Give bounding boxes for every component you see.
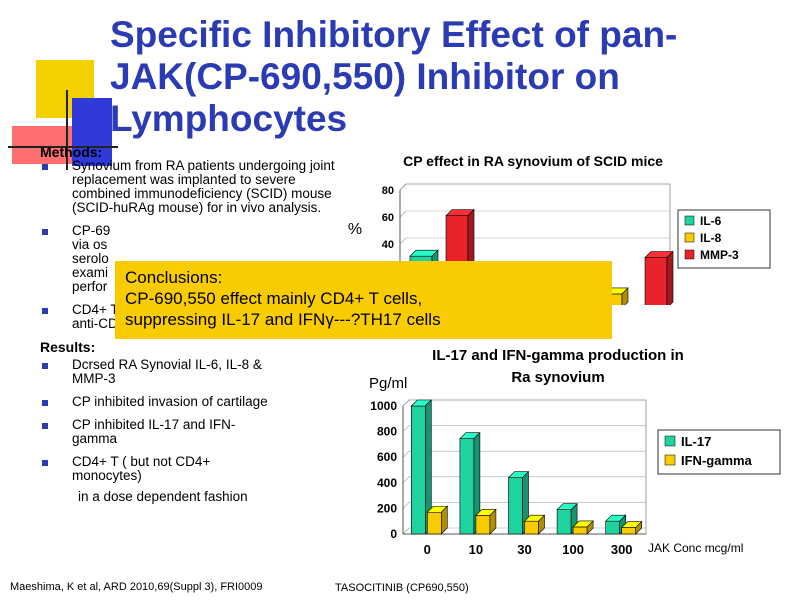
y-tick-label: 200 — [377, 501, 397, 515]
bar — [475, 515, 491, 535]
bar — [508, 477, 523, 535]
list-item: CP inhibited IL-17 and IFN-gamma — [40, 418, 280, 446]
chart-il17-ifn: IL-17 and IFN-gamma production in Ra syn… — [369, 347, 781, 557]
gridline — [399, 183, 407, 191]
decor-vertical-line — [66, 90, 68, 170]
x-axis-label: JAK Conc mcg/ml — [648, 541, 743, 555]
legend-swatch — [684, 215, 695, 226]
legend-swatch — [684, 232, 695, 243]
x-tick-label: 30 — [517, 542, 531, 557]
gridline — [399, 210, 407, 218]
legend: IL-17 IFN-gamma — [657, 429, 781, 475]
conclusions-line-1: CP-690,550 effect mainly CD4+ T cells, — [125, 289, 423, 308]
gridline — [402, 399, 410, 407]
list-item: CP-69 via os serolo exami perfor — [40, 224, 120, 294]
conclusions-line-2: suppressing IL-17 and IFNγ---?TH17 cells — [125, 310, 441, 329]
bar-side — [538, 514, 545, 535]
plot-area: 0 200 400 600 800 1000 0 10 30 100 300 — [370, 399, 647, 557]
y-tick-label: 80 — [382, 185, 394, 197]
drug-name: TASOCITINIB (CP690,550) — [335, 582, 469, 594]
y-tick-label: 400 — [377, 476, 397, 490]
gridline — [399, 237, 407, 245]
bar-side — [635, 520, 643, 535]
y-tick-label: 0 — [390, 527, 397, 541]
bar — [556, 509, 572, 535]
x-tick-label: 0 — [424, 542, 431, 557]
bar — [644, 257, 668, 305]
x-tick-label: 10 — [469, 542, 483, 557]
y-tick-label: 800 — [377, 425, 397, 439]
list-item: Synovium from RA patients undergoing joi… — [40, 159, 340, 215]
bar-side — [621, 287, 629, 305]
bar — [524, 520, 539, 535]
legend: IL-6 IL-8 MMP-3 — [677, 209, 771, 269]
results-heading: Results: — [40, 339, 96, 355]
legend-box — [657, 429, 781, 475]
methods-heading: Methods: — [40, 144, 103, 160]
results-list: Dcrsed RA Synovial IL-6, IL-8 & MMP-3 CP… — [40, 358, 340, 483]
y-tick-label: 60 — [382, 212, 394, 224]
bar — [411, 405, 426, 535]
x-tick-label: 300 — [611, 542, 633, 557]
bar — [621, 527, 637, 535]
bar-side — [666, 250, 674, 305]
slide-title: Specific Inhibitory Effect of pan-JAK(CP… — [110, 14, 678, 139]
gridline — [402, 425, 410, 432]
chart-title-line2: Ra synovium — [511, 369, 604, 386]
gridline — [402, 476, 410, 484]
x-tick-label: 100 — [562, 542, 584, 557]
bar — [427, 511, 442, 535]
legend-swatch — [664, 435, 676, 447]
list-item: CP inhibited invasion of cartilage — [40, 395, 280, 409]
y-tick-label: 40 — [382, 239, 394, 251]
y-tick-label: 600 — [377, 450, 397, 464]
chart-title: IL-17 and IFN-gamma production in — [432, 347, 684, 364]
y-tick-label: 1000 — [370, 399, 397, 413]
bar — [572, 526, 588, 535]
results-tail: in a dose dependent fashion — [78, 489, 248, 504]
bar — [459, 438, 475, 535]
bar-side — [489, 508, 497, 535]
y-axis-label: Pg/ml — [369, 375, 407, 392]
legend-label: IL-17 — [681, 434, 711, 449]
decor-red-square — [12, 126, 74, 164]
decor-blue-square — [72, 98, 112, 166]
conclusions-box: Conclusions: CP-690,550 effect mainly CD… — [115, 261, 612, 339]
list-item: Dcrsed RA Synovial IL-6, IL-8 & MMP-3 — [40, 358, 280, 386]
legend-label: IL-8 — [700, 231, 722, 245]
legend-swatch — [664, 454, 676, 466]
gridline — [402, 527, 410, 535]
decor-horizontal-line — [8, 146, 118, 148]
conclusions-heading: Conclusions: — [125, 268, 223, 287]
gridline — [402, 450, 410, 458]
list-item: CD4+ T ( but not CD4+ monocytes) — [40, 455, 280, 483]
legend-label: IL-6 — [700, 214, 722, 228]
citation: Maeshima, K et al, ARD 2010,69(Suppl 3),… — [10, 581, 263, 593]
chart-title: CP effect in RA synovium of SCID mice — [403, 153, 663, 169]
legend-label: MMP-3 — [700, 248, 739, 262]
gridline — [402, 502, 410, 509]
bar-side — [586, 520, 594, 535]
legend-label: IFN-gamma — [681, 453, 753, 468]
y-axis-label: % — [348, 221, 362, 238]
bar — [605, 520, 621, 535]
bar-side — [441, 505, 448, 535]
legend-swatch — [684, 249, 695, 260]
